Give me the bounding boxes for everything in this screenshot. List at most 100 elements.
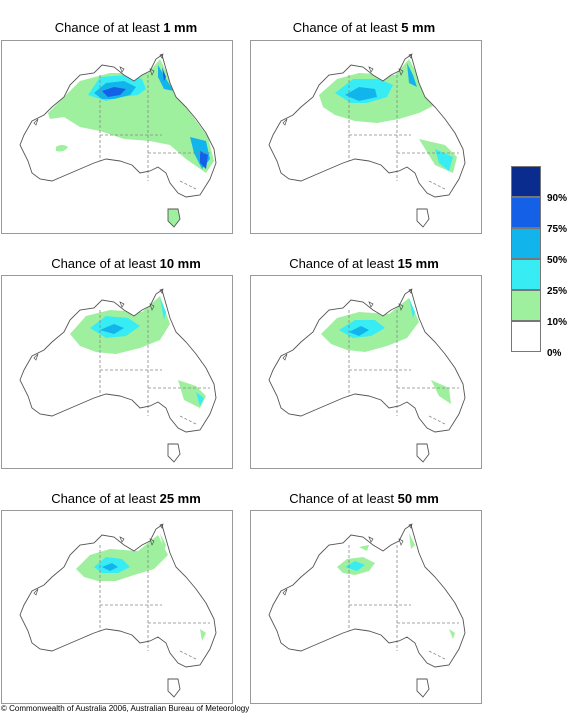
probability-region bbox=[100, 324, 124, 334]
australia-map-1mm bbox=[19, 53, 217, 228]
probability-region bbox=[449, 629, 455, 639]
island-outline bbox=[282, 118, 288, 126]
island-outline bbox=[398, 538, 404, 546]
island-outline bbox=[282, 353, 288, 361]
title-prefix: Chance of at least bbox=[54, 20, 160, 35]
map-panel-50mm bbox=[250, 510, 482, 704]
mainland-outline bbox=[20, 525, 216, 667]
map-panel-10mm bbox=[1, 275, 233, 469]
legend-label-25: 25% bbox=[547, 286, 568, 297]
title-prefix: Chance of at least bbox=[289, 256, 394, 271]
panel-title-25mm: Chance of at least 25 mm bbox=[6, 491, 246, 506]
map-panel-5mm bbox=[250, 40, 482, 234]
coastline bbox=[19, 289, 217, 433]
australia-map-5mm bbox=[268, 53, 466, 228]
tasmania-outline bbox=[167, 678, 181, 698]
legend-swatch-75 bbox=[511, 197, 541, 228]
map-panel-1mm bbox=[1, 40, 233, 234]
island-outline bbox=[159, 53, 164, 59]
island-outline bbox=[119, 301, 125, 308]
title-prefix: Chance of at least bbox=[292, 20, 398, 35]
island-outline bbox=[398, 303, 404, 311]
island-outline bbox=[33, 353, 39, 361]
panel-title-15mm: Chance of at least 15 mm bbox=[244, 256, 484, 271]
probability-region bbox=[431, 380, 451, 404]
tasmania-outline bbox=[416, 678, 430, 698]
panel-title-5mm: Chance of at least 5 mm bbox=[244, 20, 484, 35]
legend-label-75: 75% bbox=[547, 224, 568, 235]
island-outline bbox=[408, 53, 413, 59]
island-outline bbox=[408, 288, 413, 294]
probability-region bbox=[162, 67, 166, 81]
probability-region bbox=[196, 392, 204, 406]
probability-region bbox=[102, 563, 118, 571]
title-amount: 50 mm bbox=[397, 491, 439, 506]
legend-label-10: 10% bbox=[547, 317, 568, 328]
probability-region bbox=[160, 298, 166, 320]
australia-map-25mm bbox=[19, 523, 217, 698]
state-border bbox=[428, 650, 446, 660]
legend-swatch-10 bbox=[511, 290, 541, 321]
map-panel-15mm bbox=[250, 275, 482, 469]
state-border bbox=[179, 650, 197, 660]
probability-region bbox=[345, 561, 365, 571]
title-prefix: Chance of at least bbox=[51, 256, 156, 271]
legend-label-50: 50% bbox=[547, 255, 568, 266]
probability-region bbox=[102, 87, 126, 97]
australia-map-50mm bbox=[268, 523, 466, 698]
probability-region bbox=[359, 545, 369, 551]
island-outline bbox=[398, 68, 404, 76]
coastline bbox=[19, 54, 217, 198]
probability-region bbox=[56, 145, 68, 152]
australia-map-15mm bbox=[268, 288, 466, 463]
island-outline bbox=[149, 303, 155, 311]
panel-title-1mm: Chance of at least 1 mm bbox=[6, 20, 246, 35]
island-outline bbox=[149, 538, 155, 546]
tasmania-outline bbox=[416, 443, 430, 463]
title-amount: 10 mm bbox=[159, 256, 201, 271]
map-panel-25mm bbox=[1, 510, 233, 704]
title-prefix: Chance of at least bbox=[51, 491, 156, 506]
island-outline bbox=[119, 66, 125, 73]
probability-region bbox=[435, 149, 453, 171]
mainland-outline bbox=[269, 525, 465, 667]
island-outline bbox=[33, 118, 39, 126]
probability-region bbox=[160, 533, 166, 551]
island-outline bbox=[368, 66, 374, 73]
title-amount: 15 mm bbox=[397, 256, 439, 271]
state-border bbox=[428, 415, 446, 425]
legend-swatch-50 bbox=[511, 228, 541, 259]
legend-swatch-25 bbox=[511, 259, 541, 290]
island-outline bbox=[159, 523, 164, 529]
panel-title-50mm: Chance of at least 50 mm bbox=[244, 491, 484, 506]
state-border bbox=[179, 415, 197, 425]
panel-title-10mm: Chance of at least 10 mm bbox=[6, 256, 246, 271]
island-outline bbox=[368, 536, 374, 543]
coastline bbox=[268, 524, 466, 668]
island-outline bbox=[33, 588, 39, 596]
island-outline bbox=[408, 523, 413, 529]
probability-region bbox=[200, 151, 208, 169]
probability-region bbox=[345, 87, 377, 101]
island-outline bbox=[159, 288, 164, 294]
probability-region bbox=[409, 298, 415, 318]
mainland-outline bbox=[269, 290, 465, 432]
title-amount: 25 mm bbox=[159, 491, 201, 506]
legend-label-90: 90% bbox=[547, 193, 568, 204]
probability-region bbox=[407, 63, 417, 87]
legend-swatch-90 bbox=[511, 166, 541, 197]
island-outline bbox=[119, 536, 125, 543]
legend-label-0: 0% bbox=[547, 348, 562, 359]
title-prefix: Chance of at least bbox=[289, 491, 394, 506]
tasmania-outline bbox=[167, 208, 181, 228]
tasmania-outline bbox=[167, 443, 181, 463]
coastline bbox=[268, 289, 466, 433]
probability-region bbox=[158, 65, 174, 91]
title-amount: 1 mm bbox=[163, 20, 198, 35]
title-amount: 5 mm bbox=[401, 20, 436, 35]
tasmania-outline bbox=[416, 208, 430, 228]
probability-region bbox=[200, 629, 206, 641]
australia-map-10mm bbox=[19, 288, 217, 463]
state-border bbox=[179, 180, 197, 190]
coastline bbox=[268, 54, 466, 198]
